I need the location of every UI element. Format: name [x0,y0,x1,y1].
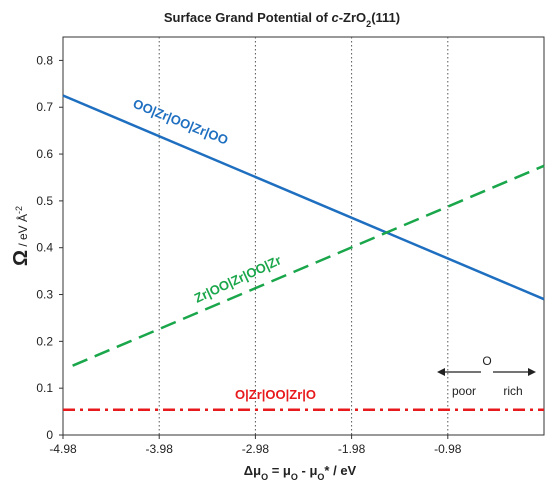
x-axis-ticks: -4.98 -3.98 -2.98 -1.98 -0.98 [49,435,462,456]
plot-frame [62,36,545,436]
x-axis-label: ΔμO = μO - μO* / eV [244,463,357,482]
x-tick-label-4: -0.98 [434,442,462,456]
y-tick-label-3: 0.3 [36,288,53,302]
series-label-o-zr-oo-zr-o: O|Zr|OO|Zr|O [235,387,316,402]
y-tick-label-8: 0.8 [36,53,53,67]
y-tick-label-2: 0.2 [36,334,53,348]
chart-title: Surface Grand Potential of c-ZrO2(111) [164,10,400,29]
y-axis-label: Ω / eV Å-2 [10,206,32,266]
oxygen-poor-rich-annotation: O poor rich [437,354,536,398]
y-axis-ticks: 0 0.1 0.2 0.3 0.4 0.5 0.6 0.7 0.8 [36,53,63,442]
series-label-zr-oo-zr-oo-zr: Zr|OO|Zr|OO|Zr [192,252,284,305]
x-tick-label-0: -4.98 [49,442,77,456]
annotation-o-label: O [482,354,491,368]
y-tick-label-1: 0.1 [36,381,53,395]
y-tick-label-0: 0 [46,428,53,442]
series-line-0 [62,94,545,301]
x-tick-label-3: -1.98 [338,442,366,456]
y-tick-label-6: 0.6 [36,147,53,161]
annotation-rich-label: rich [503,384,522,398]
arrow-left-head-icon [437,368,445,376]
y-tick-label-5: 0.5 [36,194,53,208]
series-label-oo-zr-oo-zr-oo: OO|Zr|OO|Zr|OO [131,96,230,148]
vertical-gridlines [158,37,449,435]
y-tick-label-4: 0.4 [36,241,53,255]
x-tick-label-2: -2.98 [242,442,270,456]
series-line-1 [72,164,545,367]
arrow-right-head-icon [528,368,536,376]
series-lines [62,94,545,411]
svg-text:Ω / eV Å-2: Ω / eV Å-2 [10,206,32,266]
y-tick-label-7: 0.7 [36,100,53,114]
annotation-poor-label: poor [452,384,476,398]
x-tick-label-1: -3.98 [146,442,174,456]
